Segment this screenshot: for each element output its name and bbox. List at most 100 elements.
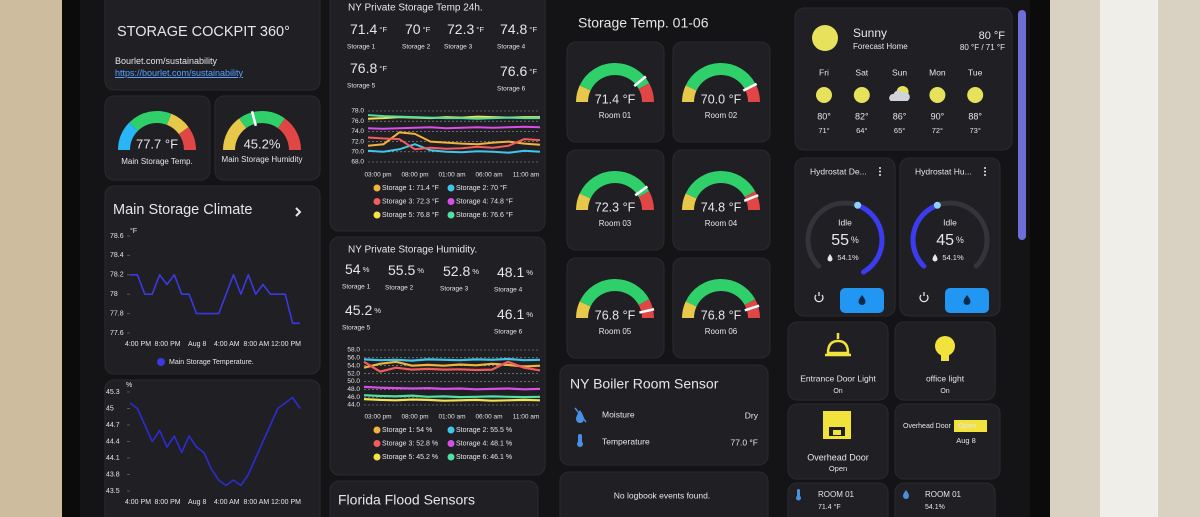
- y-tick-label: 56.0: [347, 355, 360, 362]
- room-gauge-card[interactable]: [566, 257, 665, 359]
- gauge-arc: [277, 118, 301, 151]
- gauge-arc: [579, 63, 650, 91]
- light-button[interactable]: [787, 321, 889, 401]
- data-line: [129, 396, 301, 487]
- legend-dot: [373, 184, 381, 192]
- stat-value: 76.8 °F: [350, 60, 387, 76]
- door-button[interactable]: [787, 403, 889, 480]
- logbook-card: [559, 471, 769, 517]
- thermometer-bulb: [577, 441, 583, 447]
- logbook-message: No logbook events found.: [614, 490, 710, 500]
- thermostat-target-number: 45: [936, 232, 954, 249]
- room-gauge-card[interactable]: [672, 41, 771, 143]
- y-tick-label: 48.0: [347, 386, 360, 393]
- climate-card[interactable]: [104, 185, 321, 375]
- cockpit-link[interactable]: https://bourlet.com/sustainability: [115, 68, 244, 78]
- y-tick-label: 44.1: [106, 455, 120, 462]
- gauge-needle: [250, 110, 257, 127]
- stat-value: 45.2%: [345, 302, 381, 318]
- garage-door-box: [833, 430, 841, 435]
- legend-label: Storage 4: 48.1 %: [456, 440, 512, 447]
- gauge-value: 74.8 °F: [701, 200, 742, 214]
- dial-handle[interactable]: [854, 201, 862, 209]
- sensor-card[interactable]: [787, 482, 889, 517]
- gauge-arc: [118, 122, 139, 151]
- x-tick-label: 4:00 AM: [214, 341, 240, 348]
- forecast-low: 64°: [856, 126, 867, 135]
- data-line: [367, 114, 540, 120]
- y-tick-label: 45: [106, 405, 114, 412]
- legend-dot: [373, 211, 381, 219]
- thermostat-card[interactable]: [794, 157, 896, 317]
- sensor-value: 71.4 °F: [818, 503, 841, 511]
- stat-value-number: 76.8: [350, 60, 377, 76]
- y-tick-label: 43.8: [106, 471, 120, 478]
- menu-dot[interactable]: [984, 167, 986, 169]
- scrollbar: [1018, 10, 1026, 240]
- legend-label: Storage 6: 46.1 %: [456, 454, 512, 461]
- y-tick-label: 77.8: [110, 310, 124, 317]
- data-line: [367, 125, 541, 130]
- stat-label: Storage 2: [385, 285, 414, 292]
- stat-value-number: 70: [405, 21, 421, 37]
- door-card[interactable]: [894, 403, 1001, 480]
- menu-dot[interactable]: [984, 170, 986, 173]
- gauge-value: 45.2%: [244, 136, 281, 151]
- chevron-icon[interactable]: [295, 207, 302, 217]
- legend-label: Storage 4: 74.8 °F: [456, 197, 513, 205]
- stat-value: 52.8%: [443, 263, 479, 279]
- power-button[interactable]: [814, 292, 824, 303]
- data-line: [363, 360, 541, 369]
- stat-label: Storage 5: [342, 325, 371, 332]
- room-gauge-card[interactable]: [672, 149, 771, 251]
- menu-dot[interactable]: [984, 174, 986, 176]
- x-tick-label: 8:00 PM: [155, 499, 181, 506]
- storage-card[interactable]: [329, 236, 546, 476]
- thermostat-target: 45%: [936, 232, 964, 249]
- power-button[interactable]: [919, 292, 929, 303]
- room-gauge-card[interactable]: [566, 41, 665, 143]
- door-state: Open: [829, 464, 847, 473]
- y-tick-label: 54.0: [347, 362, 360, 369]
- gauge-arc: [579, 279, 650, 307]
- gauge-card[interactable]: [104, 95, 211, 181]
- entity-state: 77.0 °F: [731, 437, 759, 447]
- dial-handle[interactable]: [933, 201, 941, 209]
- thermostat-humidity: 54.1%: [942, 253, 964, 262]
- gauge-arc: [166, 113, 189, 135]
- y-tick-label: 77.6: [110, 330, 124, 337]
- climate-humidity-card[interactable]: [104, 379, 321, 517]
- x-tick-label: 4:00 AM: [214, 499, 240, 506]
- gauge-needle: [744, 304, 760, 312]
- door-name: Overhead Door: [807, 452, 869, 462]
- light-name: office light: [926, 373, 965, 383]
- y-tick-label: 58.0: [347, 347, 360, 354]
- stat-value: 48.1%: [497, 264, 533, 280]
- legend-label: Storage 6: 76.6 °F: [456, 211, 513, 219]
- storage-card[interactable]: [329, 0, 546, 232]
- stat-value-number: 45.2: [345, 302, 372, 318]
- gauge-arc: [744, 191, 760, 211]
- gauge-arc: [223, 118, 247, 151]
- bulb-base: [941, 354, 949, 361]
- menu-dot[interactable]: [879, 167, 881, 169]
- sensor-card[interactable]: [894, 482, 996, 517]
- room-gauge-card[interactable]: [672, 257, 771, 359]
- menu-dot[interactable]: [879, 174, 881, 176]
- entity-name: Temperature: [602, 436, 650, 446]
- card-title: Main Storage Climate: [113, 202, 252, 218]
- legend-dot: [447, 440, 455, 447]
- stat-value-unit: %: [472, 267, 479, 276]
- menu-dot[interactable]: [879, 170, 881, 173]
- weather-card[interactable]: [794, 7, 1013, 151]
- florida-card[interactable]: [329, 480, 539, 517]
- gauge-arc: [579, 171, 650, 199]
- stat-label: Storage 3: [440, 286, 469, 293]
- card-title: NY Private Storage Humidity.: [348, 245, 477, 256]
- room-gauge-card[interactable]: [566, 149, 665, 251]
- stat-label: Storage 4: [494, 287, 523, 294]
- x-tick-label: 12:00 PM: [271, 499, 301, 506]
- section-title: Storage Temp. 01-06: [578, 15, 709, 31]
- stat-label: Storage 5: [347, 83, 376, 90]
- thermostat-card[interactable]: [899, 157, 1001, 317]
